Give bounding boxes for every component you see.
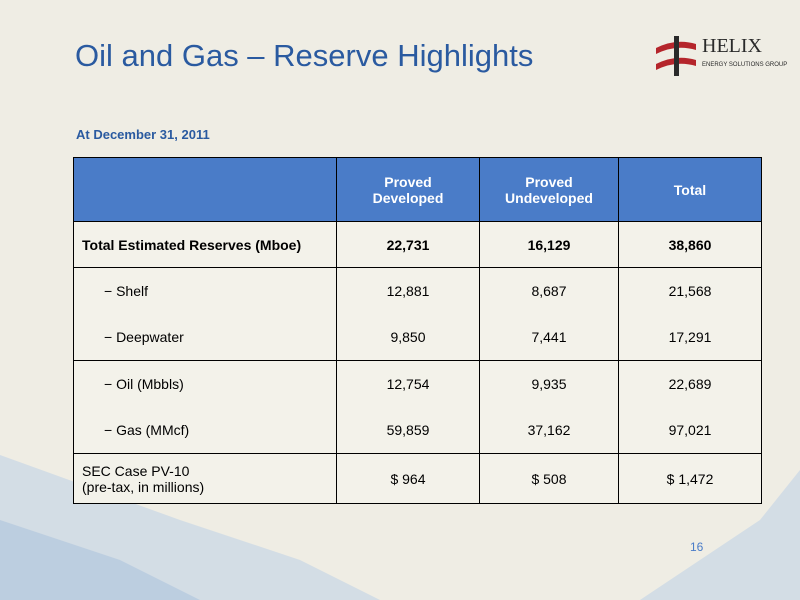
- value-cell: 38,860: [618, 222, 761, 267]
- table-row: − Gas (MMcf) 59,859 37,162 97,021: [74, 407, 761, 453]
- logo-tagline: ENERGY SOLUTIONS GROUP: [702, 62, 787, 68]
- value-cell: 21,568: [618, 268, 761, 314]
- table-row: SEC Case PV-10 (pre-tax, in millions) $ 9…: [74, 454, 761, 503]
- value-cell: 12,881: [336, 268, 479, 314]
- table: Proved Developed Proved Undeveloped Total T…: [73, 157, 762, 504]
- table-row: Total Estimated Reserves (Mboe) 22,731 16,…: [74, 222, 761, 267]
- value-cell: 37,162: [479, 407, 618, 453]
- header-row: Proved Developed Proved Undeveloped Total: [74, 158, 761, 221]
- header-cell: Proved Undeveloped: [479, 158, 618, 221]
- table-row: − Oil (Mbbls) 12,754 9,935 22,689: [74, 361, 761, 407]
- value-cell: 22,731: [336, 222, 479, 267]
- row-group: − Shelf 12,881 8,687 21,568 − Deepwater 9,850…: [74, 267, 761, 360]
- row-group: − Oil (Mbbls) 12,754 9,935 22,689− Gas (MMc…: [74, 360, 761, 453]
- value-cell: 59,859: [336, 407, 479, 453]
- row-group: SEC Case PV-10 (pre-tax, in millions) $ 9…: [74, 453, 761, 503]
- value-cell: $ 964: [336, 454, 479, 503]
- table-row: − Deepwater 9,850 7,441 17,291: [74, 314, 761, 360]
- value-cell: 17,291: [618, 314, 761, 360]
- page-number: 16: [690, 540, 704, 554]
- label-cell: − Gas (MMcf): [104, 422, 190, 438]
- row-group: Total Estimated Reserves (Mboe) 22,731 16,…: [74, 221, 761, 267]
- label-cell: Total Estimated Reserves (Mboe): [82, 236, 302, 253]
- value-cell: 9,850: [336, 314, 479, 360]
- value-cell: 97,021: [618, 407, 761, 453]
- header-cell: [74, 158, 336, 221]
- label-cell: − Deepwater: [104, 329, 184, 345]
- value-cell: 9,935: [479, 361, 618, 407]
- value-cell: $ 1,472: [618, 454, 761, 503]
- value-cell: 22,689: [618, 361, 761, 407]
- header-cell: Proved Developed: [336, 158, 479, 221]
- label-cell: − Shelf: [104, 283, 148, 299]
- label-cell: SEC Case PV-10 (pre-tax, in millions): [82, 462, 205, 495]
- value-cell: 8,687: [479, 268, 618, 314]
- value-cell: 16,129: [479, 222, 618, 267]
- subtitle: At December 31, 2011: [76, 127, 210, 142]
- label-cell: − Oil (Mbbls): [104, 376, 184, 392]
- value-cell: 12,754: [336, 361, 479, 407]
- value-cell: 7,441: [479, 314, 618, 360]
- header-cell: Total: [618, 158, 761, 221]
- logo-name: HELIX: [702, 35, 763, 57]
- table-row: − Shelf 12,881 8,687 21,568: [74, 268, 761, 314]
- value-cell: $ 508: [479, 454, 618, 503]
- slide-title: Oil and Gas – Reserve Highlights: [75, 38, 534, 73]
